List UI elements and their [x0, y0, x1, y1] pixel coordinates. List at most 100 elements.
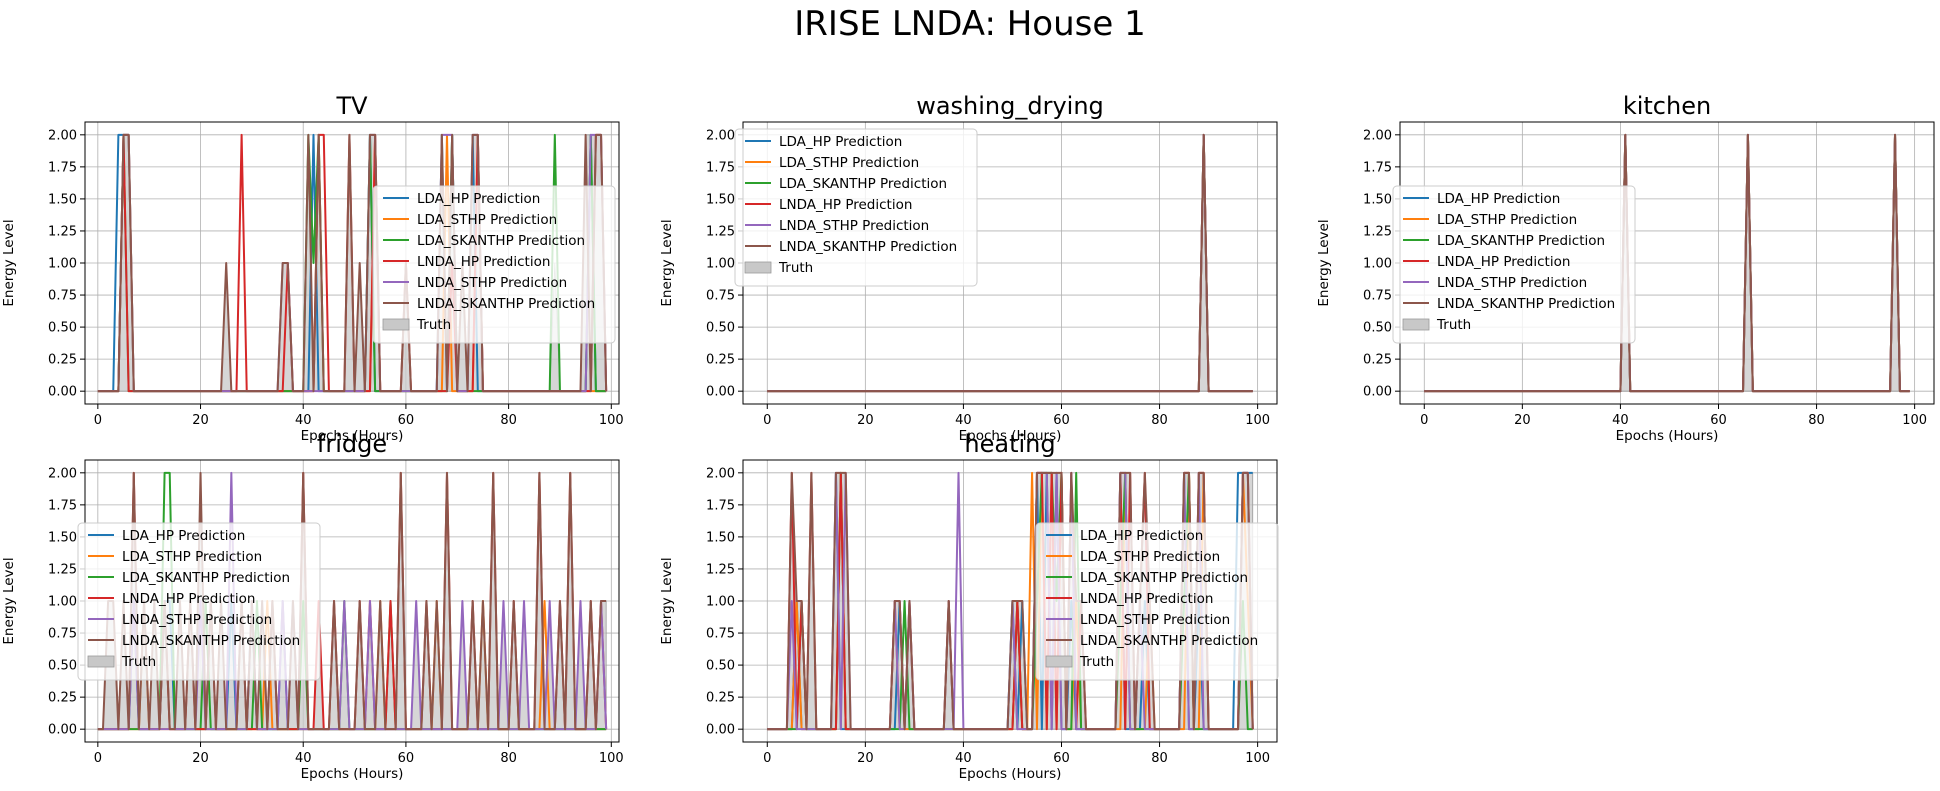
x-axis-label: Epochs (Hours): [959, 428, 1062, 444]
y-tick-label: 1.00: [706, 257, 735, 272]
y-tick-label: 1.00: [48, 595, 77, 610]
y-tick-label: 1.50: [48, 192, 77, 207]
y-tick-label: 2.00: [1363, 128, 1392, 143]
x-tick-label: 80: [500, 413, 517, 428]
legend-label: LNDA_HP Prediction: [779, 197, 912, 213]
legend-swatch-truth: [1045, 655, 1073, 668]
x-tick-label: 0: [763, 413, 771, 428]
legend-label: LNDA_HP Prediction: [417, 254, 550, 270]
legend-label: LDA_HP Prediction: [122, 528, 245, 544]
legend-label: LDA_HP Prediction: [1080, 528, 1203, 544]
series-line-lnda-skanthp: [767, 133, 1253, 393]
legend-swatch-truth: [744, 261, 772, 274]
legend-label: LDA_STHP Prediction: [1080, 549, 1220, 565]
y-axis-label: Energy Level: [1316, 219, 1332, 306]
x-tick-label: 60: [398, 413, 415, 428]
y-tick-label: 1.50: [706, 192, 735, 207]
y-tick-label: 1.75: [706, 498, 735, 513]
x-tick-label: 20: [192, 751, 209, 766]
legend-label: LNDA_STHP Prediction: [122, 612, 272, 628]
x-axis-label: Epochs (Hours): [301, 766, 404, 782]
y-tick-label: 0.25: [1363, 353, 1392, 368]
subplot-title: kitchen: [1623, 92, 1711, 120]
legend-label: LDA_STHP Prediction: [417, 212, 557, 228]
y-tick-label: 1.00: [1363, 257, 1392, 272]
legend-label: Truth: [416, 317, 451, 333]
y-tick-label: 2.00: [706, 128, 735, 143]
subplot-title: washing_drying: [916, 92, 1104, 120]
legend-label: LNDA_STHP Prediction: [417, 275, 567, 291]
x-tick-label: 0: [94, 751, 102, 766]
x-tick-label: 60: [1710, 413, 1727, 428]
series-line-lnda-skanthp: [767, 471, 1254, 731]
subplot-title: fridge: [317, 430, 387, 458]
x-tick-label: 100: [599, 413, 624, 428]
y-tick-label: 1.75: [706, 160, 735, 175]
x-tick-label: 80: [1151, 751, 1168, 766]
legend-label: LNDA_SKANTHP Prediction: [779, 239, 957, 255]
legend-label: Truth: [121, 654, 156, 670]
legend-label: LNDA_STHP Prediction: [779, 218, 929, 234]
x-tick-label: 80: [1808, 413, 1825, 428]
y-tick-label: 0.00: [48, 385, 77, 400]
legend-label: LDA_HP Prediction: [1437, 191, 1560, 207]
legend-swatch-truth: [87, 655, 115, 668]
x-tick-label: 40: [295, 751, 312, 766]
y-tick-label: 0.50: [1363, 321, 1392, 336]
legend: LDA_HP Prediction LDA_STHP Prediction LDA_…: [77, 522, 321, 681]
x-tick-label: 100: [599, 751, 624, 766]
y-tick-label: 1.00: [48, 257, 77, 272]
y-tick-label: 0.75: [48, 289, 77, 304]
y-tick-label: 1.25: [48, 224, 77, 239]
subplot-heating: 0 20 40 60 80 100 0.00 0.25 0.50 0.75 1.00 1.25 1.50…: [659, 430, 1279, 782]
legend-label: LNDA_HP Prediction: [1437, 254, 1570, 270]
x-tick-label: 20: [1514, 413, 1531, 428]
x-tick-label: 40: [295, 413, 312, 428]
legend-label: LNDA_STHP Prediction: [1437, 275, 1587, 291]
y-tick-label: 0.25: [706, 353, 735, 368]
legend-label: LDA_HP Prediction: [779, 134, 902, 150]
x-tick-label: 100: [1245, 751, 1270, 766]
y-tick-label: 0.50: [706, 659, 735, 674]
legend-frame: [372, 185, 616, 344]
subplot-title: heating: [964, 430, 1055, 458]
x-tick-label: 40: [955, 751, 972, 766]
series-line-lnda-skanthp: [97, 133, 608, 393]
y-axis-label: Energy Level: [659, 557, 675, 644]
x-tick-label: 60: [1053, 751, 1070, 766]
x-tick-label: 80: [1151, 413, 1168, 428]
legend-label: LDA_SKANTHP Prediction: [779, 176, 947, 192]
y-tick-label: 0.50: [706, 321, 735, 336]
legend: LDA_HP Prediction LDA_STHP Prediction LDA_…: [1392, 185, 1636, 344]
legend-label: LDA_SKANTHP Prediction: [417, 233, 585, 249]
y-tick-label: 1.25: [706, 224, 735, 239]
x-tick-label: 80: [500, 751, 517, 766]
legend-label: LNDA_SKANTHP Prediction: [417, 296, 595, 312]
legend-label: LNDA_SKANTHP Prediction: [122, 633, 300, 649]
legend-label: LDA_HP Prediction: [417, 191, 540, 207]
y-tick-label: 1.50: [706, 530, 735, 545]
x-axis-label: Epochs (Hours): [301, 428, 404, 444]
subplot-title: TV: [335, 92, 368, 120]
y-tick-label: 0.50: [48, 321, 77, 336]
y-tick-label: 2.00: [706, 466, 735, 481]
y-tick-label: 0.25: [48, 691, 77, 706]
y-tick-label: 1.75: [48, 498, 77, 513]
y-tick-label: 0.75: [1363, 289, 1392, 304]
legend-label: LNDA_SKANTHP Prediction: [1437, 296, 1615, 312]
legend-label: LNDA_HP Prediction: [1080, 591, 1213, 607]
y-tick-label: 1.50: [48, 530, 77, 545]
y-tick-label: 0.00: [706, 723, 735, 738]
y-tick-label: 0.25: [48, 353, 77, 368]
legend-label: LDA_SKANTHP Prediction: [1437, 233, 1605, 249]
x-tick-label: 60: [398, 751, 415, 766]
y-tick-label: 0.50: [48, 659, 77, 674]
legend-swatch-truth: [1402, 318, 1430, 331]
legend-frame: [1392, 185, 1636, 344]
x-tick-label: 100: [1902, 413, 1927, 428]
x-tick-label: 0: [94, 413, 102, 428]
legend-label: Truth: [1436, 317, 1471, 333]
y-axis-label: Energy Level: [659, 219, 675, 306]
subplot-fridge: 0 20 40 60 80 100 0.00 0.25 0.50 0.75 1.00 1.25 1.50…: [1, 430, 624, 782]
y-tick-label: 1.25: [1363, 224, 1392, 239]
